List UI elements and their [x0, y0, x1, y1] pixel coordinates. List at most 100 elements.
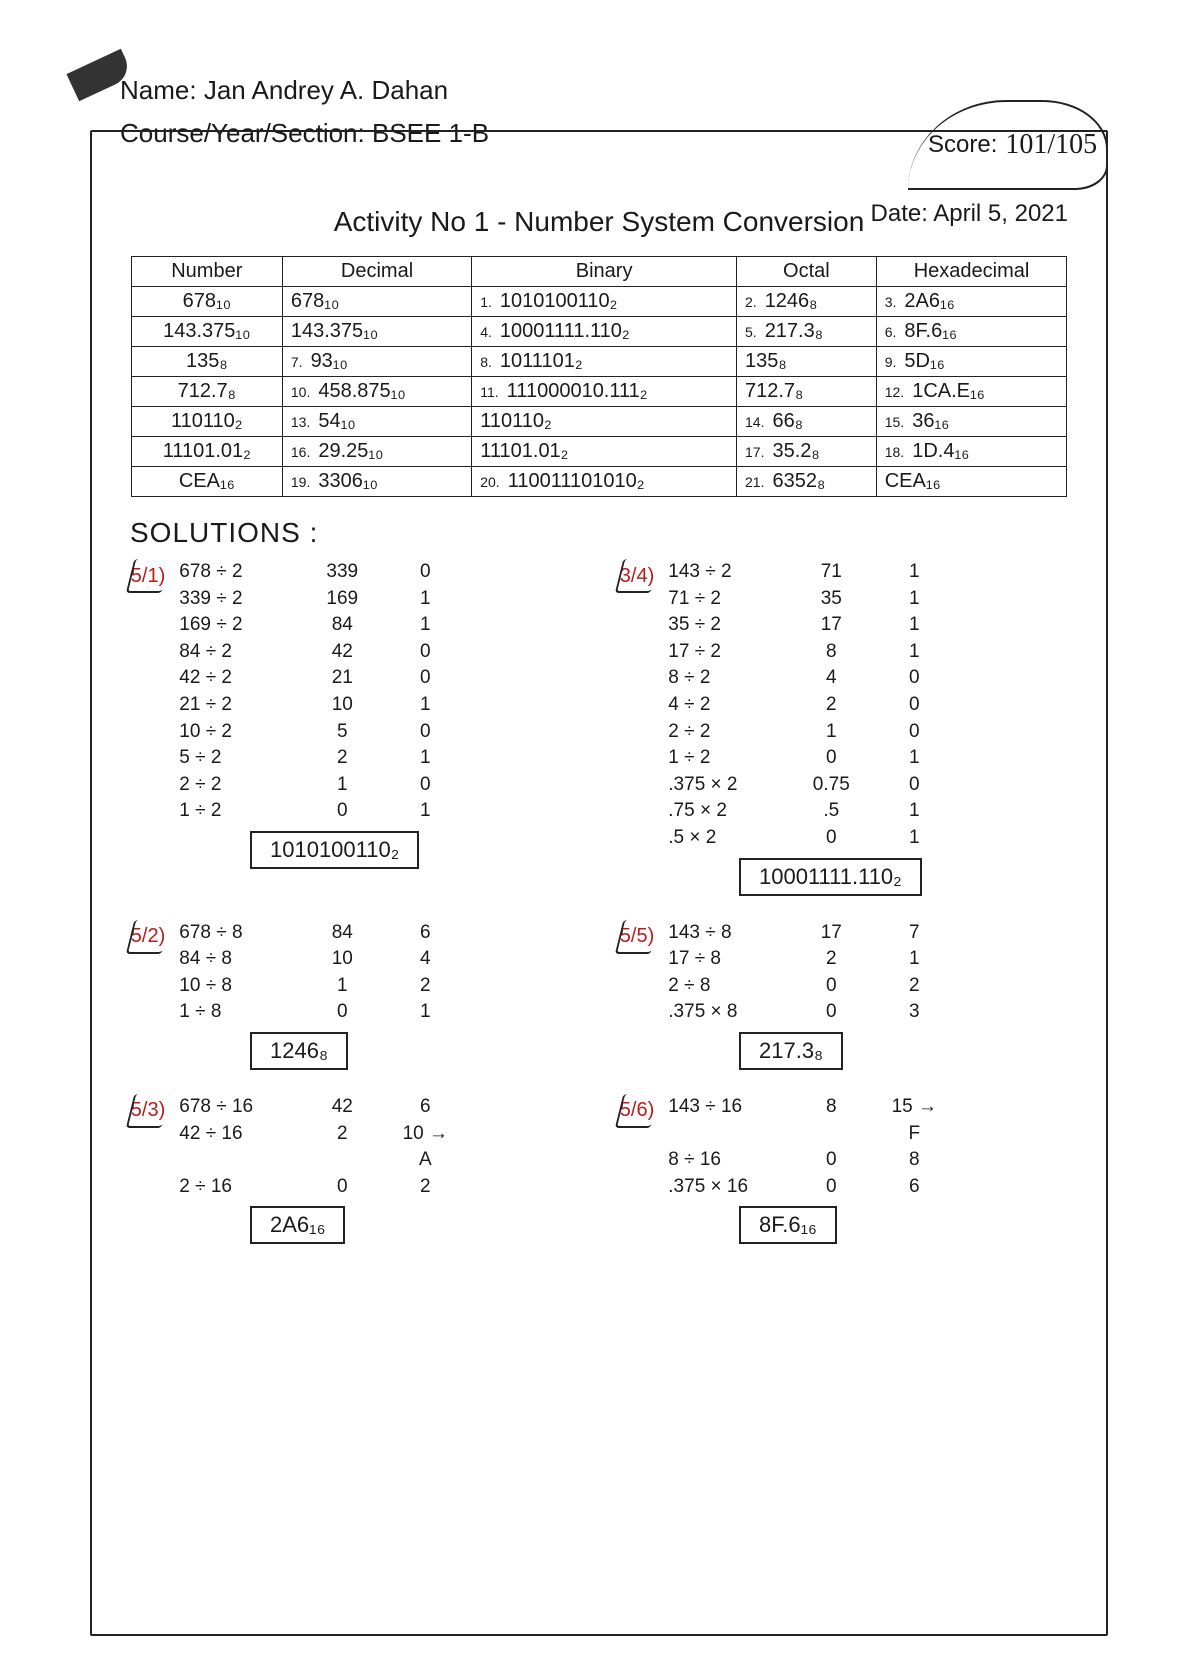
calc-row: 143 ÷ 16815 → F — [668, 1094, 944, 1147]
answer-box: 2A6₁₆ — [250, 1206, 345, 1244]
operation: 169 ÷ 2 — [179, 612, 289, 639]
quotient: 0 — [297, 999, 387, 1026]
operation: 5 ÷ 2 — [179, 745, 289, 772]
operation: 8 ÷ 16 — [668, 1147, 778, 1174]
calc-row: 2 ÷ 802 — [668, 973, 944, 1000]
quotient: 21 — [297, 665, 387, 692]
quotient: 84 — [297, 920, 387, 947]
operation: 1 ÷ 8 — [179, 999, 289, 1026]
quotient: 1 — [786, 719, 876, 746]
answer-box: 217.3₈ — [739, 1032, 843, 1070]
quotient: 0 — [297, 798, 387, 825]
grade-badge: 5/5) — [619, 920, 655, 954]
calc-row: 169 ÷ 2 84 1 — [179, 612, 455, 639]
remainder: 1 — [884, 745, 944, 772]
quotient: 2 — [786, 946, 876, 973]
quotient: 4 — [786, 665, 876, 692]
calc-row: 42 ÷ 2210 — [179, 665, 455, 692]
calc-row: 1 ÷ 201 — [179, 798, 455, 825]
quotient: 0 — [786, 1147, 876, 1174]
operation: 10 ÷ 2 — [179, 719, 289, 746]
calc-row: 71 ÷ 2351 — [668, 586, 944, 613]
calc-row: 2 ÷ 210 — [668, 719, 944, 746]
answer-box: 8F.6₁₆ — [739, 1206, 837, 1244]
operation: 678 ÷ 2 — [179, 559, 289, 586]
remainder: 1 — [395, 798, 455, 825]
quotient: 2 — [786, 692, 876, 719]
operation: .5 × 2 — [668, 825, 778, 852]
grade-badge: 5/1) — [130, 559, 166, 593]
solution-block-4: 3/4) 143 ÷ 271171 ÷ 235135 ÷ 217117 ÷ 28… — [619, 559, 1068, 896]
solution-block-5: 5/5) 143 ÷ 817717 ÷ 8212 ÷ 802.375 × 803… — [619, 920, 1068, 1070]
quotient: 8 — [786, 639, 876, 666]
grade-badge: 5/6) — [619, 1094, 655, 1128]
operation: 2 ÷ 2 — [179, 772, 289, 799]
calc-row: 143 ÷ 8177 — [668, 920, 944, 947]
calc-row: 678 ÷ 23390 — [179, 559, 455, 586]
calc-row: 4 ÷ 220 — [668, 692, 944, 719]
quotient: 84 — [297, 612, 387, 639]
calc-row: .5 × 201 — [668, 825, 944, 852]
calc-row: 143 ÷ 2711 — [668, 559, 944, 586]
operation: 84 ÷ 2 — [179, 639, 289, 666]
remainder: 1 — [395, 745, 455, 772]
solution-block-3: 5/3) 678 ÷ 1642642 ÷ 16210 → A2 ÷ 1602 2… — [130, 1094, 579, 1244]
operation: 10 ÷ 8 — [179, 973, 289, 1000]
calc-row: 1 ÷ 201 — [668, 745, 944, 772]
quotient: 10 — [297, 946, 387, 973]
calc-row: 678 ÷ 8 84 6 — [179, 920, 455, 947]
remainder: 2 — [884, 973, 944, 1000]
operation: 4 ÷ 2 — [668, 692, 778, 719]
remainder: 1 — [884, 825, 944, 852]
operation: .375 × 8 — [668, 999, 778, 1026]
quotient: 8 — [786, 1094, 876, 1147]
remainder: 3 — [884, 999, 944, 1026]
calc-row: .375 × 20.750 — [668, 772, 944, 799]
operation: 17 ÷ 2 — [668, 639, 778, 666]
calc-row: 17 ÷ 281 — [668, 639, 944, 666]
remainder: 0 — [884, 772, 944, 799]
quotient: 0 — [786, 1174, 876, 1201]
remainder: 0 — [395, 772, 455, 799]
quotient: 1 — [297, 772, 387, 799]
calc-row: 10 ÷ 2 50 — [179, 719, 455, 746]
remainder: 1 — [395, 612, 455, 639]
operation: 339 ÷ 2 — [179, 586, 289, 613]
quotient: 2 — [297, 745, 387, 772]
remainder: 0 — [884, 665, 944, 692]
grade-badge: 3/4) — [619, 559, 655, 593]
answer-box: 10001111.110₂ — [739, 858, 922, 896]
remainder: 1 — [395, 586, 455, 613]
remainder: 1 — [884, 586, 944, 613]
remainder: 0 — [884, 719, 944, 746]
remainder: 2 — [395, 973, 455, 1000]
quotient: 42 — [297, 639, 387, 666]
operation: 143 ÷ 8 — [668, 920, 778, 947]
quotient: 0 — [297, 1174, 387, 1201]
operation: 8 ÷ 2 — [668, 665, 778, 692]
operation: 84 ÷ 8 — [179, 946, 289, 973]
quotient: 71 — [786, 559, 876, 586]
grade-badge: 5/2) — [130, 920, 166, 954]
remainder: 0 — [395, 639, 455, 666]
calc-row: 84 ÷ 8 10 4 — [179, 946, 455, 973]
calc-row: 2 ÷ 1602 — [179, 1174, 455, 1201]
calc-row: 1 ÷ 801 — [179, 999, 455, 1026]
quotient: 5 — [297, 719, 387, 746]
calc-row: 42 ÷ 16210 → A — [179, 1121, 455, 1174]
operation: 2 ÷ 16 — [179, 1174, 289, 1201]
quotient: 339 — [297, 559, 387, 586]
remainder: 4 — [395, 946, 455, 973]
operation: 143 ÷ 2 — [668, 559, 778, 586]
calc-row: 8 ÷ 1608 — [668, 1147, 944, 1174]
calc-row: 21 ÷ 2101 — [179, 692, 455, 719]
quotient: 169 — [297, 586, 387, 613]
answer-box: 1010100110₂ — [250, 831, 419, 869]
quotient: 1 — [297, 973, 387, 1000]
operation: .375 × 16 — [668, 1174, 778, 1201]
operation: 42 ÷ 2 — [179, 665, 289, 692]
remainder: 0 — [395, 719, 455, 746]
remainder: 6 — [395, 920, 455, 947]
remainder: 7 — [884, 920, 944, 947]
operation: 678 ÷ 8 — [179, 920, 289, 947]
